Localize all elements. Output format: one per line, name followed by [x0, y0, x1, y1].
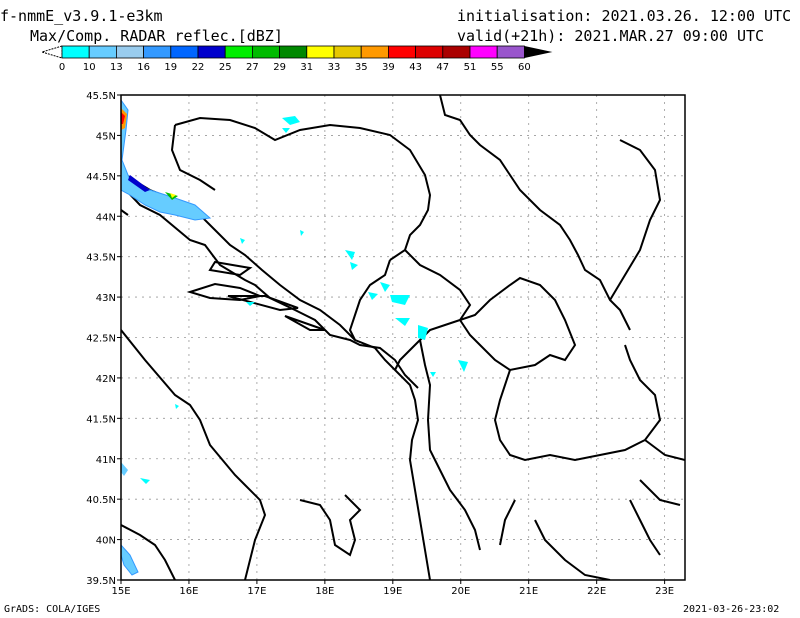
lon-label: 23E	[655, 586, 674, 597]
echo-adriatic-core2	[121, 112, 125, 124]
colorbar-label: 31	[300, 62, 313, 73]
lat-label: 41N	[96, 455, 116, 466]
echo-bosnia-2	[350, 262, 358, 270]
lat-label: 41.5N	[86, 414, 116, 425]
echo-small-1	[140, 478, 150, 484]
colorbar-label: 47	[436, 62, 449, 73]
colorbar-left-arrow	[40, 45, 63, 59]
coastline-italy-south	[121, 329, 267, 580]
echo-south-italy-2	[121, 462, 128, 476]
echo-mont-3	[458, 360, 468, 372]
border-greece-east	[609, 139, 662, 301]
echo-mont-2	[418, 325, 428, 340]
lon-label: 21E	[519, 586, 538, 597]
init-time: initialisation: 2021.03.26. 12:00 UTC	[457, 7, 792, 25]
echo-serbia-2	[390, 295, 410, 305]
echo-serbia-1	[380, 282, 390, 292]
coast-greece-2	[534, 519, 611, 580]
lat-label: 43.5N	[86, 253, 116, 264]
colorbar: 0 10 13 16 19 22 25 27 29 31 33 35 39 43 47 51 55 60	[40, 45, 553, 73]
colorbar-label: 0	[59, 62, 65, 73]
lon-label: 19E	[383, 586, 402, 597]
lon-label: 22E	[587, 586, 606, 597]
lat-label: 40.5N	[86, 495, 116, 506]
echo-small-4	[246, 302, 255, 306]
echo-north2	[282, 128, 290, 133]
border-greece-sea	[629, 439, 685, 556]
border-serbia-mont	[348, 259, 391, 341]
colorbar-label: 22	[192, 62, 205, 73]
footer-right: 2021-03-26-23:02	[683, 604, 780, 615]
lon-label: 16E	[179, 586, 198, 597]
colorbar-label: 55	[491, 62, 504, 73]
lon-label: 17E	[247, 586, 266, 597]
lat-label: 45N	[96, 131, 116, 142]
colorbar-label: 10	[83, 62, 96, 73]
border-macedonia	[493, 344, 662, 462]
border-bosnia	[170, 124, 216, 191]
echo-bosnia-1	[345, 250, 355, 260]
echo-north	[282, 116, 300, 125]
lon-label: 15E	[111, 586, 130, 597]
border-albania	[419, 339, 481, 551]
colorbar-label: 27	[246, 62, 259, 73]
lon-label: 20E	[451, 586, 470, 597]
lat-label: 44.5N	[86, 172, 116, 183]
colorbar-label: 19	[164, 62, 177, 73]
echo-serbia-3	[368, 292, 378, 300]
colorbar-label: 35	[355, 62, 368, 73]
border-north	[174, 116, 432, 261]
coast-greece-3	[499, 499, 516, 546]
echo-adriatic-dark	[128, 175, 150, 192]
lat-label: 42.5N	[86, 334, 116, 345]
colorbar-label: 43	[409, 62, 422, 73]
colorbar-label: 60	[518, 62, 531, 73]
echo-south-italy	[121, 544, 139, 576]
colorbar-label: 13	[110, 62, 123, 73]
echo-small-2	[240, 238, 245, 244]
echo-mont-4	[430, 372, 436, 377]
colorbar-label: 16	[137, 62, 150, 73]
field-title: Max/Comp. RADAR reflec.[dBZ]	[30, 27, 283, 45]
footer-left: GrADS: COLA/IGES	[4, 604, 101, 615]
border-serbia-east	[439, 95, 631, 331]
colorbar-label: 39	[382, 62, 395, 73]
model-name: f-nmmE_v3.9.1-e3km	[0, 7, 163, 25]
coastline-italy-heel	[121, 524, 176, 580]
colorbar-right-arrow	[524, 46, 553, 58]
lat-label: 44N	[96, 212, 116, 223]
island-1	[208, 260, 253, 277]
echo-small-3	[300, 230, 304, 236]
border-kosovo	[459, 276, 577, 372]
coastline-croatia	[121, 169, 431, 580]
echo-mont-1	[395, 318, 410, 326]
lat-label: 39.5N	[86, 576, 116, 587]
coastline-gulf	[299, 494, 362, 557]
colorbar-label: 29	[273, 62, 286, 73]
lat-label: 42N	[96, 374, 116, 385]
island-3	[227, 295, 299, 312]
echo-adriatic-yellow	[170, 193, 176, 198]
coastline-italy	[121, 184, 419, 389]
lat-label: 45.5N	[86, 91, 116, 102]
lat-label: 43N	[96, 293, 116, 304]
border-montenegro	[394, 249, 472, 371]
colorbar-label: 33	[328, 62, 341, 73]
echo-small-5	[175, 404, 179, 409]
lon-label: 18E	[315, 586, 334, 597]
colorbar-label: 51	[464, 62, 477, 73]
valid-time: valid(+21h): 2021.MAR.27 09:00 UTC	[457, 27, 765, 45]
lat-label: 40N	[96, 536, 116, 547]
island-2	[186, 282, 264, 302]
colorbar-label: 25	[219, 62, 232, 73]
island-4	[284, 315, 326, 331]
